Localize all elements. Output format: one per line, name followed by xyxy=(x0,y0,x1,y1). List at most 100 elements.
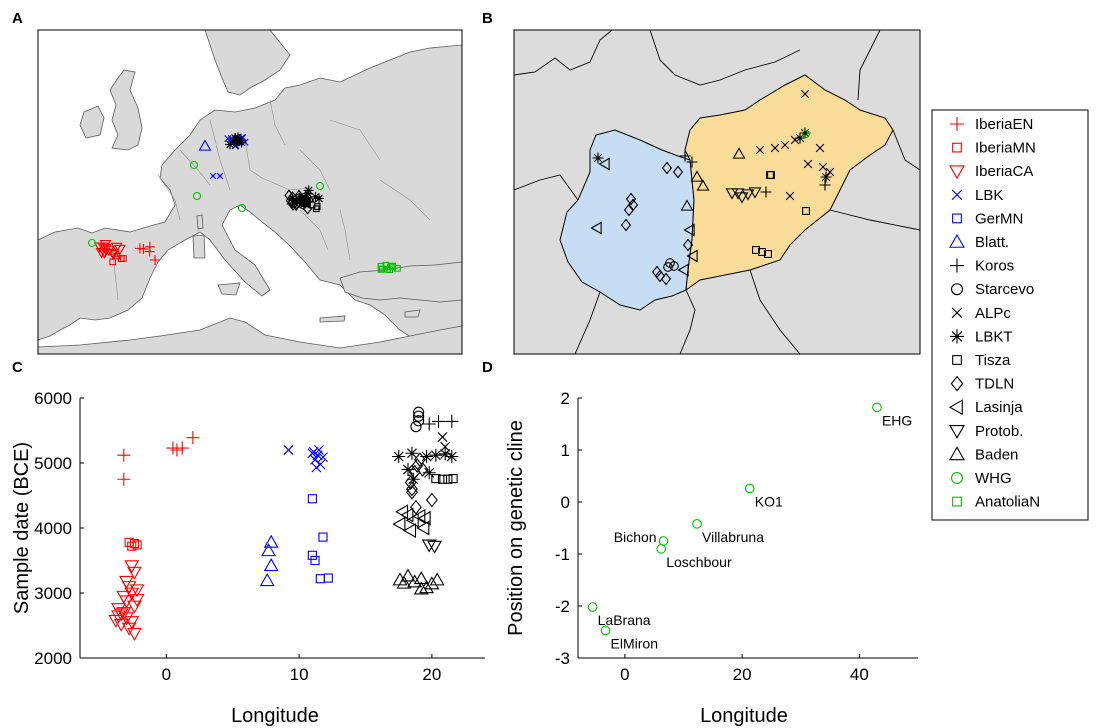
c-point-iberiaen xyxy=(117,448,131,462)
legend-marker-protob xyxy=(949,425,965,439)
c-point-iberiaca xyxy=(126,600,142,614)
map-marker-koros xyxy=(679,150,691,162)
map-marker-tisza xyxy=(764,250,772,258)
map-africa xyxy=(38,317,462,354)
c-xtick-label: 0 xyxy=(162,665,171,684)
map-marker-whg xyxy=(87,238,97,248)
c-point-blatt xyxy=(263,558,279,572)
map-marker-lbk xyxy=(216,172,224,180)
map-carpathian-basin xyxy=(513,29,921,355)
map-sardinia xyxy=(192,234,206,259)
map-marker-tdln xyxy=(672,165,684,179)
legend-label-iberiaca: IberiaCA xyxy=(975,163,1033,180)
map-marker-lbkt xyxy=(302,188,313,199)
map-marker-alpc xyxy=(825,167,835,177)
c-point-iberiamn xyxy=(129,539,140,549)
c-point-tisza xyxy=(448,474,458,484)
legend-label-iberiamn: IberiaMN xyxy=(975,140,1036,157)
legend-label-anatolian: AnatoliaN xyxy=(975,494,1040,511)
d-ylabel: Position on genetic cline xyxy=(505,420,527,636)
map-marker-lbkt xyxy=(232,132,243,143)
c-point-lbkt xyxy=(422,466,436,480)
c-point-lbkt xyxy=(392,450,406,463)
map-marker-lbk xyxy=(209,172,217,180)
d-xtick-label: 40 xyxy=(850,665,869,684)
legend-label-blatt: Blatt. xyxy=(975,234,1009,251)
c-point-baden xyxy=(424,576,440,590)
c-point-tdln xyxy=(404,475,417,490)
c-point-blatt xyxy=(259,573,275,587)
d-point-label-loschbour: Loschbour xyxy=(666,554,732,570)
c-point-tdln xyxy=(406,481,418,497)
d-point-whg xyxy=(600,625,611,636)
d-ytick-label: -3 xyxy=(555,649,570,668)
legend-label-germn: GerMN xyxy=(975,210,1023,227)
c-point-baden xyxy=(429,572,445,586)
c-point-koros xyxy=(422,417,436,431)
map-marker-baden xyxy=(732,147,746,159)
map-scandinavia xyxy=(204,30,291,96)
c-point-lbk xyxy=(311,462,322,473)
c-point-baden xyxy=(407,574,423,588)
map-marker-lbkt xyxy=(303,185,314,196)
d-ytick-label: 2 xyxy=(561,389,570,408)
c-point-germn xyxy=(307,550,317,560)
c-point-iberiaen xyxy=(170,443,184,457)
map-marker-lbkt xyxy=(225,139,236,150)
c-point-tdln xyxy=(416,462,429,477)
legend-marker-iberiamn xyxy=(952,142,962,153)
legend-marker-koros xyxy=(950,258,964,273)
d-point-label-ehg: EHG xyxy=(882,412,912,428)
c-point-iberiaca xyxy=(116,590,132,604)
map-crete xyxy=(319,315,346,323)
legend-marker-germn xyxy=(952,213,962,224)
map-marker-alpc xyxy=(800,89,810,99)
c-point-lasinja xyxy=(412,508,426,524)
c-point-baden xyxy=(396,575,412,589)
d-xlabel: Longitude xyxy=(700,705,788,727)
map-marker-lasinja xyxy=(590,221,602,235)
d-point-label-bichon: Bichon xyxy=(614,529,657,545)
d-point-whg xyxy=(872,402,882,413)
c-point-lasinja xyxy=(417,510,431,526)
c-point-iberiaca xyxy=(124,560,140,574)
map-cyprus xyxy=(404,309,421,318)
d-point-whg xyxy=(658,536,669,546)
c-point-germn xyxy=(307,494,317,504)
c-point-tisza xyxy=(431,474,441,484)
map-marker-iberiaen xyxy=(150,255,160,265)
c-point-lbkt xyxy=(405,446,419,460)
c-point-tdln xyxy=(406,484,418,500)
map-marker-tisza xyxy=(752,246,760,254)
c-point-blatt xyxy=(261,543,277,557)
map-marker-starcevo xyxy=(669,261,679,271)
panel-letter-b: B xyxy=(482,10,493,27)
map-marker-lbkt xyxy=(300,194,311,205)
map-marker-baden xyxy=(696,179,710,191)
c-xlabel: Longitude xyxy=(231,705,319,727)
map-marker-lasinja xyxy=(683,223,695,237)
c-point-iberiamn xyxy=(127,541,137,551)
c-point-starcevo xyxy=(412,410,425,422)
map-ireland xyxy=(79,105,105,139)
map-marker-whg xyxy=(189,160,199,170)
map-marker-alpc xyxy=(790,135,800,145)
c-point-alpc xyxy=(440,441,451,452)
legend-marker-starcevo xyxy=(950,283,964,296)
d-xtick-label: 0 xyxy=(620,665,629,684)
map-marker-tdln xyxy=(288,199,298,211)
legend-label-koros: Koros xyxy=(975,258,1014,275)
region-great-hungarian-plain xyxy=(684,74,894,292)
map-marker-lbkt xyxy=(799,127,811,139)
map-marker-whg xyxy=(192,191,202,201)
map-marker-iberiaca xyxy=(114,244,126,256)
c-point-tdln xyxy=(425,492,438,508)
panel-letter-c: C xyxy=(12,359,23,376)
legend-label-whg: WHG xyxy=(975,470,1012,487)
legend-label-protob: Protob. xyxy=(975,423,1023,440)
c-point-iberiaen xyxy=(186,431,200,445)
map-marker-koros xyxy=(686,156,698,168)
c-point-iberiamn xyxy=(132,540,142,550)
map-marker-alpc xyxy=(803,159,813,169)
c-point-lbkt xyxy=(401,463,415,476)
